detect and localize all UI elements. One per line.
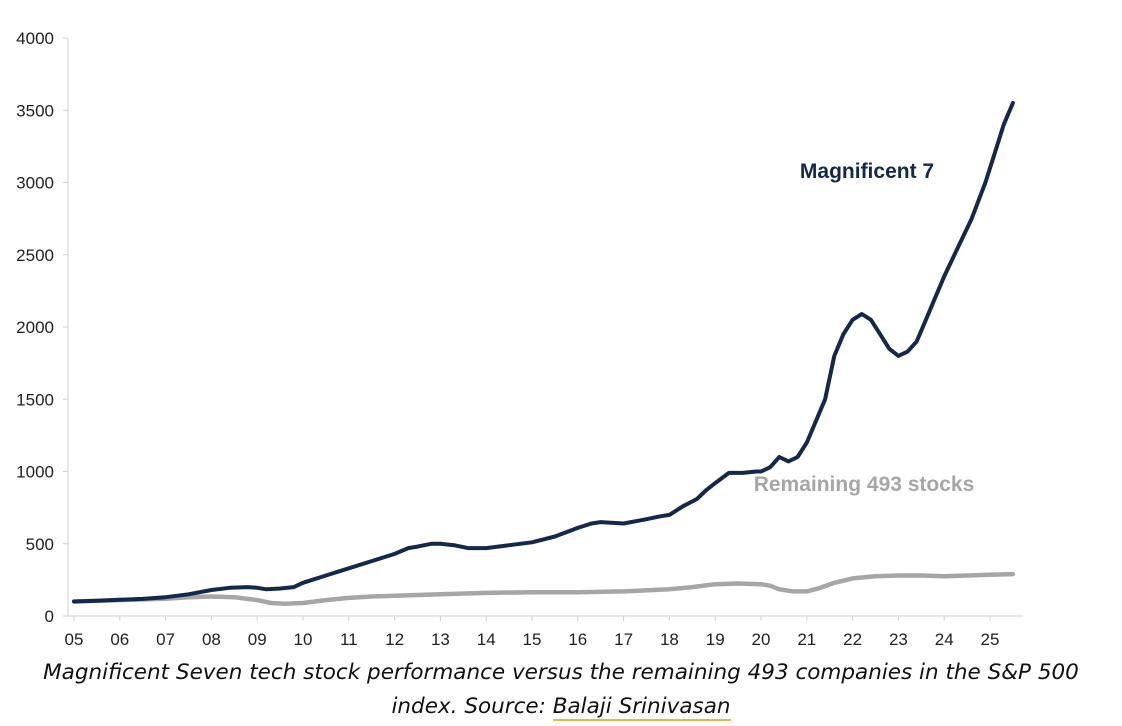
x-tick-label: 08 <box>202 630 221 649</box>
y-tick-label: 500 <box>26 535 54 554</box>
x-tick-label: 17 <box>614 630 633 649</box>
y-tick-label: 1500 <box>16 390 54 409</box>
axes-layer: 0 500 1000 1500 2000 2500 3000 3500 4000 05 06 07 08… <box>16 29 1023 649</box>
x-tick-label: 19 <box>706 630 725 649</box>
x-tick-label: 22 <box>843 630 862 649</box>
x-tick-label: 15 <box>523 630 542 649</box>
x-tick-label: 05 <box>65 630 84 649</box>
x-tick-label: 20 <box>752 630 771 649</box>
series-line-remaining-493 <box>71 571 1016 606</box>
x-tick-label: 23 <box>889 630 908 649</box>
y-tick-label: 3500 <box>16 101 54 120</box>
caption-source-prefix: index. Source: <box>391 694 553 719</box>
caption-line-2: index. Source: Balaji Srinivasan <box>0 690 1122 724</box>
x-tick-label: 24 <box>935 630 954 649</box>
series-layer <box>71 101 1016 606</box>
caption-line-1: Magnificent Seven tech stock performance… <box>43 660 1079 685</box>
x-tick-label: 06 <box>110 630 129 649</box>
y-tick-label: 1000 <box>16 463 54 482</box>
series-label-remaining-493: Remaining 493 stocks <box>754 473 975 496</box>
source-link[interactable]: Balaji Srinivasan <box>552 694 731 721</box>
series-label-magnificent-7: Magnificent 7 <box>800 160 934 183</box>
x-tick-label: 07 <box>156 630 175 649</box>
series-line-magnificent-7 <box>72 101 1015 604</box>
x-tick-label: 11 <box>340 630 358 649</box>
y-tick-label: 2000 <box>16 318 54 337</box>
label-layer: Magnificent 7 Remaining 493 stocks <box>754 160 975 496</box>
y-tick-label: 3000 <box>16 174 54 193</box>
y-tick-label: 2500 <box>16 246 54 265</box>
x-tick-label: 18 <box>660 630 679 649</box>
x-tick-label: 09 <box>248 630 267 649</box>
x-tick-label: 13 <box>431 630 450 649</box>
x-tick-label: 25 <box>981 630 1000 649</box>
x-tick-label: 12 <box>385 630 404 649</box>
x-tick-label: 21 <box>797 630 816 649</box>
figure-caption: Magnificent Seven tech stock performance… <box>0 656 1122 724</box>
x-tick-label: 16 <box>568 630 587 649</box>
line-chart: 0 500 1000 1500 2000 2500 3000 3500 4000 05 06 07 08… <box>16 29 1023 649</box>
x-tick-label: 10 <box>294 630 313 649</box>
y-tick-label: 0 <box>45 607 54 626</box>
y-tick-label: 4000 <box>16 29 54 48</box>
x-tick-label: 14 <box>477 630 496 649</box>
